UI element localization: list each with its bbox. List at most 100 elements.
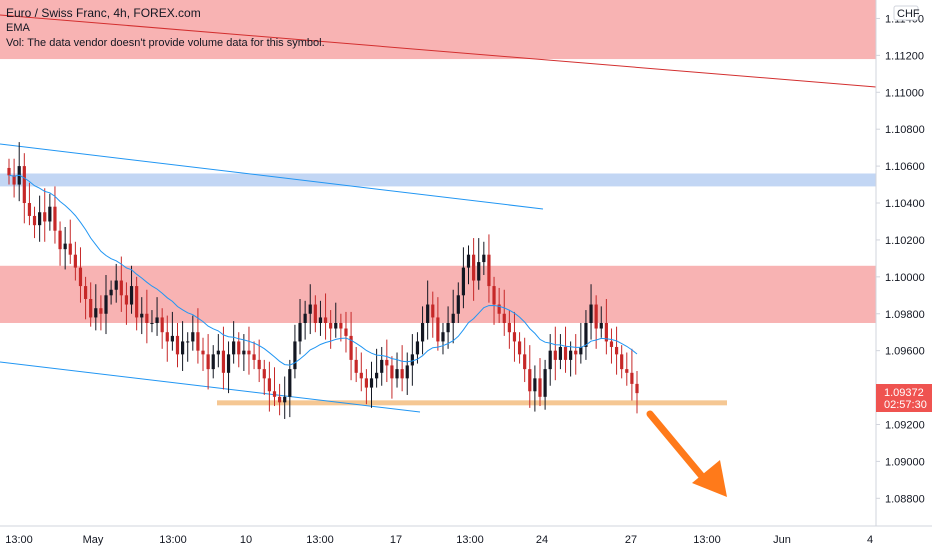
candle-body: [129, 286, 134, 305]
candle: [385, 339, 389, 383]
candle: [349, 311, 353, 381]
candle: [451, 289, 455, 344]
candle-body: [257, 359, 261, 370]
candle-body: [517, 341, 522, 355]
candle-body: [466, 254, 471, 268]
candle-body: [145, 313, 149, 323]
channel-upper-line: [0, 143, 544, 210]
candle: [278, 383, 282, 416]
candle: [635, 370, 639, 414]
candles: [7, 142, 639, 419]
candle-body: [359, 372, 363, 379]
candle: [206, 334, 210, 390]
candle: [502, 289, 506, 336]
candle: [461, 247, 466, 309]
candle-body: [94, 308, 98, 318]
candle-body: [426, 304, 430, 323]
candle-body: [461, 267, 466, 296]
projection-arrow[interactable]: [646, 410, 727, 497]
candle: [574, 334, 578, 375]
candle: [165, 315, 169, 362]
candle-body: [415, 341, 420, 355]
candle-body: [272, 391, 277, 397]
candle: [497, 287, 501, 323]
candle-body: [58, 230, 62, 250]
candle-body: [329, 322, 333, 329]
candle-body: [487, 254, 491, 287]
candle-body: [232, 341, 236, 355]
arrow-shaft: [646, 410, 709, 484]
candle: [221, 326, 226, 390]
candle-body: [548, 350, 552, 370]
candle: [369, 361, 374, 408]
candle: [78, 247, 83, 303]
candle: [216, 334, 220, 368]
candle-body: [553, 350, 557, 360]
candle-body: [63, 243, 67, 250]
candle-body: [313, 304, 317, 323]
candle: [512, 311, 517, 362]
trend-lines[interactable]: [0, 14, 877, 413]
candle-body: [298, 322, 302, 342]
candle-body: [369, 378, 374, 388]
candle: [548, 334, 552, 386]
candle: [155, 297, 159, 336]
candle: [318, 300, 323, 336]
candle: [196, 308, 200, 364]
candle: [63, 227, 67, 270]
candle-body: [73, 254, 77, 268]
candle-body: [502, 313, 506, 323]
candle: [523, 337, 527, 383]
candle: [7, 158, 11, 185]
price-tick-label: 1.10000: [885, 272, 925, 284]
candle-body: [237, 341, 241, 355]
candle-body: [507, 322, 511, 333]
candle-body: [609, 341, 614, 347]
arrow-head: [692, 460, 727, 497]
price-axis[interactable]: 1.114001.112001.110001.108001.106001.104…: [875, 0, 925, 526]
candle-body: [288, 369, 292, 397]
countdown: 02:57:30: [884, 399, 927, 411]
candle: [83, 276, 88, 320]
candle-body: [456, 295, 460, 314]
candle: [472, 238, 476, 301]
candle: [160, 308, 164, 349]
candle-body: [7, 167, 11, 176]
candle-body: [12, 175, 16, 185]
candle-body: [492, 286, 496, 305]
candle-body: [558, 346, 563, 360]
candle-body: [206, 354, 210, 370]
time-tick-label: 13:00: [693, 534, 721, 546]
candle: [446, 306, 450, 349]
candle-body: [395, 369, 399, 379]
candle-body: [620, 354, 624, 370]
candle: [487, 234, 491, 303]
candle: [58, 221, 62, 266]
candle: [517, 332, 522, 364]
candle: [308, 284, 312, 335]
candle: [431, 291, 435, 338]
currency-label: CHF: [897, 8, 920, 20]
price-tick-label: 1.09000: [885, 456, 925, 468]
time-tick-label: 17: [390, 534, 402, 546]
candle: [124, 282, 129, 325]
symbol-title[interactable]: Euro / Swiss Franc, 4h, FOREX.com: [6, 6, 201, 20]
candle: [620, 345, 624, 379]
candle: [553, 326, 557, 381]
candle-body: [247, 350, 251, 355]
candle-body: [216, 350, 220, 355]
candle: [186, 332, 190, 362]
candle: [211, 345, 215, 379]
candle: [380, 346, 384, 386]
candle: [303, 300, 307, 340]
candle: [579, 322, 583, 364]
candle: [129, 265, 134, 314]
ema-label[interactable]: EMA: [6, 22, 30, 34]
candle: [32, 206, 37, 239]
time-axis[interactable]: 13:00 May 13:00 10 13:00 17 13:00 24 27 13:00 Jun 4: [0, 525, 932, 546]
candle: [604, 298, 608, 355]
candle: [466, 245, 471, 285]
candle: [420, 306, 425, 355]
